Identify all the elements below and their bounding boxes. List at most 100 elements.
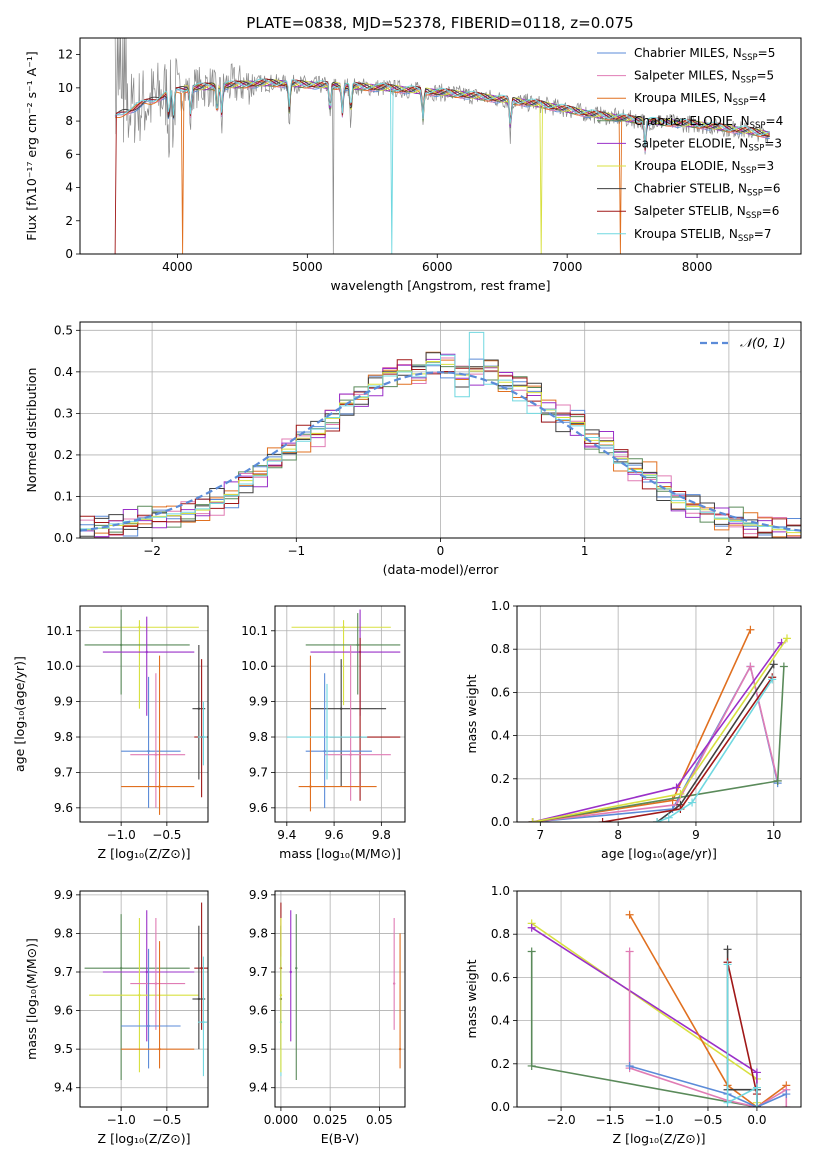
kroupa-stelib-model-spectrum	[115, 78, 771, 254]
x-tick-label: −0.5	[693, 1113, 722, 1127]
chabrier-elodie-point	[119, 966, 123, 970]
kroupa-stelib-weight-marker	[752, 1083, 761, 1092]
x-axis-label: Z [log₁₀(Z/Z⊙)]	[613, 1131, 706, 1146]
x-axis-label: age [log₁₀(age/yr)]	[601, 846, 717, 861]
y-tick-label: 2	[65, 214, 73, 228]
axes-frame	[274, 605, 406, 823]
y-tick-label: 1.0	[491, 599, 510, 613]
y-tick-label: 10	[58, 81, 73, 95]
salpeter-elodie-weight-marker	[752, 1068, 761, 1077]
mass-weight-vs-metallicity-panel: −2.0 −1.5 −1.0 −0.5 0.0 0.0 0.2 0.4 0.6 0.8 1.0 Z […	[464, 884, 802, 1146]
chabrier-stelib-point	[339, 707, 343, 710]
kroupa-elodie-point	[342, 626, 345, 629]
x-tick-label: 2	[725, 544, 733, 558]
kroupa-stelib-weight-marker	[768, 675, 777, 684]
x-tick-label: −1.0	[107, 828, 136, 842]
axes-frame	[79, 37, 802, 255]
salpeter-elodie-weight-marker	[672, 783, 681, 792]
chabrier-elodie-weight-marker	[527, 1061, 536, 1070]
y-tick-label: 0.0	[491, 815, 510, 829]
kroupa-elodie-weight-marker	[782, 634, 791, 643]
kroupa-miles-point	[309, 785, 312, 788]
chabrier-miles-weight-line	[629, 1065, 787, 1107]
salpeter-elodie-point	[289, 970, 292, 974]
kroupa-miles-weight-marker	[625, 910, 634, 919]
legend-label-chabrier-miles: Chabrier MILES, NSSP=5	[634, 46, 775, 63]
y-tick-label: 9.6	[249, 801, 268, 815]
legend-subscript: SSP	[733, 98, 749, 108]
salpeter-elodie-point	[145, 970, 148, 974]
axes-frame	[79, 605, 209, 823]
legend-label-kroupa-stelib: Kroupa STELIB, NSSP=7	[634, 227, 772, 244]
x-axis-label: mass [log₁₀(M/M⊙)]	[279, 846, 401, 861]
kroupa-miles-point	[158, 1047, 161, 1051]
y-tick-label: 9.9	[54, 888, 73, 902]
y-tick-label: 6	[65, 147, 73, 161]
kroupa-stelib-weight-line	[656, 678, 773, 822]
kroupa-miles-point	[398, 1047, 402, 1051]
chabrier-elodie-weight-marker	[779, 662, 788, 671]
x-tick-label: −2	[143, 544, 161, 558]
chabrier-elodie-weight-line	[530, 951, 758, 1107]
kroupa-stelib-weight-marker	[664, 813, 673, 822]
salpeter-elodie-point	[145, 650, 148, 654]
legend-tail: =4	[766, 114, 784, 128]
mass-vs-ebv-panel: 0.000 0.025 0.05 9.4 9.5 9.6 9.7 9.8 9.9 E(B-V)	[249, 888, 406, 1146]
x-tick-label: 8000	[682, 260, 713, 274]
chabrier-miles-point	[323, 749, 326, 753]
legend-label-chabrier-elodie: Chabrier ELODIE, NSSP=4	[634, 114, 783, 131]
kroupa-stelib-weight-marker	[723, 1098, 732, 1107]
y-tick-label: 9.7	[249, 965, 268, 979]
normal-distribution-curve	[80, 371, 801, 532]
chabrier-elodie-point	[295, 966, 298, 970]
y-tick-label: 10.1	[46, 624, 73, 638]
y-tick-label: 0.4	[491, 729, 510, 743]
y-tick-label: 8	[65, 114, 73, 128]
x-tick-label: −1	[287, 544, 305, 558]
legend-label-chabrier-stelib: Chabrier STELIB, NSSP=6	[634, 182, 781, 199]
kroupa-miles-weight-marker	[746, 625, 755, 634]
legend-label-kroupa-miles: Kroupa MILES, NSSP=4	[634, 91, 766, 108]
spectrum-legend: Chabrier MILES, NSSP=5 Salpeter MILES, NS…	[597, 46, 783, 244]
x-axis-label: Z [log₁₀(Z/Z⊙)]	[98, 1131, 191, 1146]
y-tick-label: 9.9	[249, 695, 268, 709]
y-tick-label: 9.4	[249, 1081, 268, 1095]
y-tick-label: 9.9	[54, 695, 73, 709]
x-tick-label: 10	[766, 828, 781, 842]
legend-subscript: SSP	[750, 121, 766, 131]
legend-subscript: SSP	[748, 143, 764, 153]
kroupa-stelib-weight-marker	[653, 818, 662, 822]
x-tick-label: 0	[437, 544, 445, 558]
legend-subscript: SSP	[741, 76, 757, 86]
kroupa-stelib-point	[202, 735, 205, 739]
y-tick-label: 9.5	[54, 1042, 73, 1056]
kroupa-stelib-point	[202, 1020, 205, 1024]
y-tick-label: 0	[65, 247, 73, 261]
salpeter-stelib-weight-line	[602, 676, 773, 822]
y-tick-label: 9.8	[54, 730, 73, 744]
plot-area	[286, 609, 401, 812]
chabrier-elodie-weight-marker	[527, 947, 536, 956]
x-tick-label: −1.0	[107, 1113, 136, 1127]
kroupa-stelib-weight-marker	[723, 960, 732, 969]
x-tick-label: −1.0	[644, 1113, 673, 1127]
y-tick-label: 9.8	[249, 730, 268, 744]
y-tick-label: 0.2	[491, 1057, 510, 1071]
legend-tail: =5	[758, 46, 776, 60]
axes-frame	[516, 605, 802, 823]
kroupa-elodie-model-spectrum	[182, 79, 770, 254]
legend-subscript: SSP	[746, 211, 762, 221]
chabrier-elodie-point	[119, 643, 123, 647]
y-tick-label: 9.8	[249, 926, 268, 940]
chabrier-stelib-weight-marker	[769, 660, 778, 669]
x-tick-label: 1	[581, 544, 589, 558]
kroupa-miles-weight-marker	[668, 796, 677, 805]
salpeter-stelib-point	[200, 966, 203, 970]
y-tick-label: 10.0	[46, 659, 73, 673]
kroupa-miles-point	[158, 785, 161, 788]
x-tick-label: 4000	[162, 260, 193, 274]
salpeter-elodie-weight-marker	[527, 923, 536, 932]
y-tick-label: 10.0	[241, 659, 268, 673]
kroupa-stelib-weight-line	[726, 964, 758, 1107]
